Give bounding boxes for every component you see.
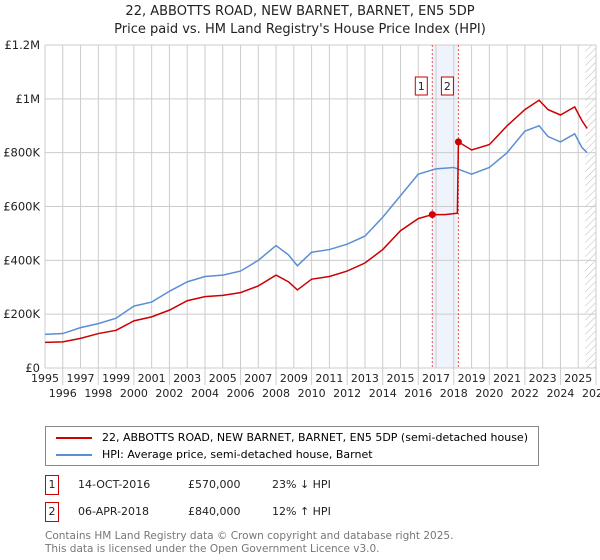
chart-subtitle: Price paid vs. HM Land Registry's House … (114, 22, 486, 37)
x-tick-label: 1997 (67, 372, 95, 385)
x-tick-label: 2019 (458, 372, 486, 385)
x-tick-label: 2005 (209, 372, 237, 385)
sale-price: £840,000 (188, 505, 241, 518)
x-tick-label: 2004 (191, 387, 219, 400)
x-tick-label: 2010 (298, 387, 326, 400)
sale-label-number: 2 (444, 80, 451, 93)
x-tick-label: 2014 (369, 387, 397, 400)
sale-hpi-diff: 12% ↑ HPI (272, 505, 331, 518)
y-tick-label: £600K (3, 200, 40, 214)
sale-price: £570,000 (188, 478, 241, 491)
x-tick-label: 2017 (422, 372, 450, 385)
x-tick-label: 2011 (315, 372, 343, 385)
x-tick-label: 1999 (102, 372, 130, 385)
y-tick-label: £200K (3, 307, 40, 321)
x-tick-label: 2023 (529, 372, 557, 385)
series-line (44, 124, 588, 336)
x-tick-label: 2021 (493, 372, 521, 385)
footer: Contains HM Land Registry data © Crown c… (45, 530, 453, 556)
legend-blue-line (56, 453, 92, 456)
plot-area: 1995 1996 1997 1998 1999 2000 2001 2002 2003 2004… (3, 38, 600, 400)
y-tick-label: £400K (3, 253, 40, 267)
x-tick-label: 2013 (351, 372, 379, 385)
sale-label-box (414, 76, 428, 96)
x-tick-label: 2000 (120, 387, 148, 400)
legend-label-hpi: HPI: Average price, semi-detached house,… (102, 448, 373, 461)
sale-hpi-diff: 23% ↓ HPI (272, 478, 331, 491)
sale-date: 06-APR-2018 (78, 505, 150, 518)
legend-label-property: 22, ABBOTTS ROAD, NEW BARNET, BARNET, EN… (102, 431, 528, 444)
sale-badge: 2 (45, 502, 59, 522)
x-tick-label: 1996 (49, 387, 77, 400)
x-tick-label: 1995 (31, 372, 59, 385)
sale-date: 14-OCT-2016 (78, 478, 151, 491)
y-tick-label: £0 (25, 361, 40, 375)
series-line (44, 99, 588, 344)
x-tick-label: 2015 (386, 372, 414, 385)
x-tick-label: 2016 (404, 387, 432, 400)
legend-red-line (56, 436, 92, 439)
x-tick-label: 2024 (546, 387, 574, 400)
footer-copyright: Contains HM Land Registry data © Crown c… (45, 530, 454, 542)
x-tick-label: 1998 (84, 387, 112, 400)
y-tick-label: £1.2M (4, 38, 40, 52)
x-tick-label: 2006 (227, 387, 255, 400)
x-tick-label: 2001 (138, 372, 166, 385)
x-tick-label: 2018 (440, 387, 468, 400)
x-tick-label: 2022 (511, 387, 539, 400)
x-tick-label: 2020 (475, 387, 503, 400)
x-tick-label: 2012 (333, 387, 361, 400)
sale-badge: 1 (45, 475, 59, 495)
x-tick-label: 2003 (173, 372, 201, 385)
y-tick-label: £800K (3, 146, 40, 160)
legend: 22, ABBOTTS ROAD, NEW BARNET, BARNET, EN… (45, 426, 539, 466)
x-tick-label: 2026 (582, 387, 600, 400)
x-tick-label: 2008 (262, 387, 290, 400)
sale-point (454, 138, 462, 146)
chart-title: 22, ABBOTTS ROAD, NEW BARNET, BARNET, EN… (125, 4, 475, 19)
sale-row-2: 2 06-APR-2018 £840,000 12% ↑ HPI (45, 502, 445, 522)
footer-licence: This data is licensed under the Open Gov… (45, 543, 380, 555)
sale-label-box (440, 76, 454, 96)
x-tick-label: 2002 (155, 387, 183, 400)
x-tick-label: 2025 (564, 372, 592, 385)
sale-label-number: 1 (418, 80, 425, 93)
sale-row-1: 1 14-OCT-2016 £570,000 23% ↓ HPI (45, 475, 445, 495)
x-tick-label: 2007 (244, 372, 272, 385)
x-tick-label: 2009 (280, 372, 308, 385)
sale-point (428, 211, 436, 219)
y-tick-label: £1M (15, 92, 40, 106)
